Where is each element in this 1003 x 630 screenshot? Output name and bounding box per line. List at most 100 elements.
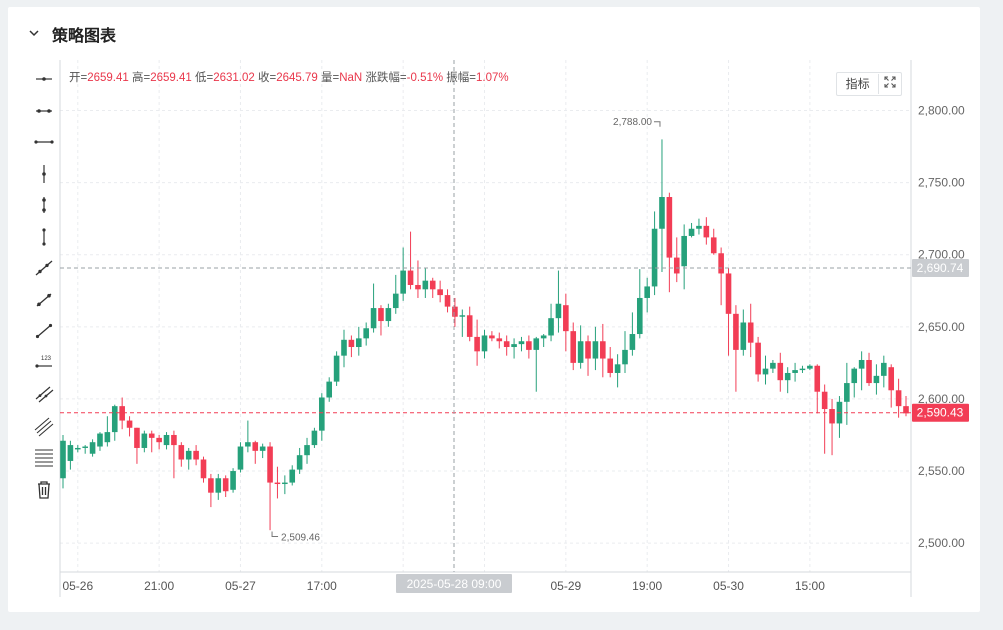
price-tick-label: 2,750.00 (918, 176, 965, 190)
last-price-tag (912, 403, 969, 422)
candle-body (807, 365, 813, 369)
candle-body (681, 235, 687, 267)
max-price-pointer (653, 121, 661, 127)
crosshair-time-tag (396, 574, 512, 593)
price-tick-label: 2,500.00 (918, 536, 965, 550)
price-tick-label: 2,800.00 (918, 103, 965, 117)
candle-body (304, 445, 310, 456)
low-value: 2631.02 (213, 72, 255, 84)
candle-body (222, 478, 229, 492)
fibonacci-icon[interactable] (30, 444, 58, 470)
straight-line-icon[interactable] (30, 318, 58, 344)
candle-body (97, 433, 103, 447)
candle-body (592, 341, 599, 359)
price-label-icon[interactable]: 123 (30, 350, 58, 376)
candle-body (378, 308, 384, 322)
candle-body (718, 253, 724, 274)
candle-body (747, 322, 754, 343)
indicator-button[interactable]: 指标 (837, 74, 880, 94)
candle-body (740, 322, 747, 350)
volume-value: NaN (339, 72, 363, 84)
candle-body (622, 349, 628, 365)
candle-body (866, 359, 872, 384)
vertical-ray-icon[interactable] (30, 161, 58, 187)
candle-body (363, 328, 369, 339)
candle-body (415, 284, 421, 290)
time-tick-label: 17:00 (307, 579, 337, 593)
candle-body (770, 362, 776, 369)
parallel-line-icon[interactable] (30, 381, 58, 407)
max-price-label: 2,788.00 (613, 117, 652, 128)
candle-body (74, 447, 81, 450)
candle-body (60, 440, 66, 479)
candle-body (200, 459, 207, 479)
high-value: 2659.41 (150, 72, 192, 84)
candle-body (400, 270, 406, 294)
candle-body (821, 391, 828, 410)
candle-body (651, 228, 658, 287)
candle-body (311, 430, 318, 446)
candle-body (156, 437, 162, 443)
vertical-segment-icon[interactable] (30, 192, 58, 218)
chevron-down-icon[interactable] (27, 26, 41, 40)
candle-body (851, 368, 858, 384)
candle-body (237, 446, 244, 470)
price-channel-icon[interactable] (30, 413, 58, 439)
candle-body (466, 315, 473, 337)
candle-body (570, 331, 577, 363)
candle-body (67, 445, 74, 461)
candle-body (489, 335, 495, 339)
candle-body (341, 339, 347, 356)
candle-body (348, 339, 355, 348)
candle-body (555, 303, 562, 319)
candle-body (355, 338, 362, 348)
ohlc-legend: 开=2659.41 高=2659.41 低=2631.02 收=2645.79 … (69, 69, 509, 85)
crosshair-price-label: 2,690.74 (917, 261, 964, 275)
candle-body (282, 482, 288, 485)
horizontal-ray-icon[interactable] (30, 66, 58, 92)
time-tick-label: 05-27 (225, 579, 256, 593)
candle-body (178, 445, 185, 460)
ray-icon[interactable] (30, 255, 58, 281)
candle-body (215, 478, 222, 493)
candle-body (119, 406, 125, 421)
horizontal-line-icon[interactable] (30, 129, 58, 155)
price-tick-label: 2,700.00 (918, 248, 965, 262)
amplitude-label: 振幅= (446, 72, 477, 84)
last-price-label: 2,590.43 (917, 406, 964, 420)
candle-body (644, 286, 650, 298)
candle-body (392, 293, 399, 309)
candle-body (548, 318, 554, 336)
candle-body (710, 237, 717, 254)
horizontal-segment-icon[interactable] (30, 98, 58, 124)
candle-body (193, 450, 199, 460)
candle-body (208, 478, 214, 493)
high-label: 高= (132, 72, 151, 84)
open-label: 开= (69, 72, 88, 84)
candle-body (111, 406, 118, 433)
volume-label: 量= (321, 72, 340, 84)
candle-body (858, 359, 865, 369)
expand-icon[interactable] (879, 74, 901, 94)
candle-body (134, 427, 140, 448)
candle-body (333, 355, 340, 382)
price-tick-label: 2,600.00 (918, 392, 965, 406)
candle-body (614, 364, 621, 373)
candle-body (518, 341, 525, 345)
candle-body (326, 381, 333, 398)
time-tick-label: 05-30 (713, 579, 744, 593)
candle-body (755, 342, 761, 375)
min-price-label: 2,509.46 (281, 533, 320, 544)
candle-body (296, 455, 303, 470)
candle-body (474, 336, 480, 352)
delete-icon[interactable] (30, 476, 58, 502)
candle-body (104, 432, 111, 443)
vertical-line-icon[interactable] (30, 224, 58, 250)
segment-icon[interactable] (30, 287, 58, 313)
svg-text:123: 123 (41, 356, 52, 362)
candle-body (370, 308, 377, 329)
candle-body (126, 420, 133, 428)
candle-body (526, 341, 532, 350)
candle-body (459, 315, 466, 317)
